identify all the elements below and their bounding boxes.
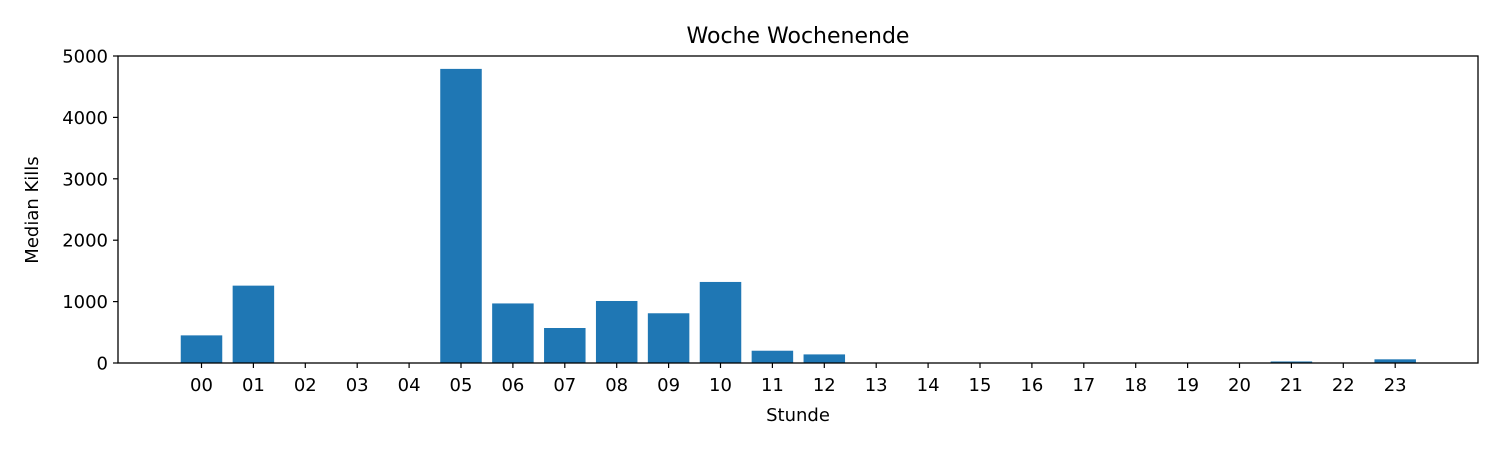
- chart-title: Woche Wochenende: [687, 24, 910, 49]
- x-tick-label: 07: [553, 375, 576, 396]
- x-tick-label: 23: [1384, 375, 1407, 396]
- bar-05: [440, 68, 482, 363]
- y-tick-label: 1000: [62, 292, 108, 313]
- x-tick-label: 01: [242, 375, 265, 396]
- x-tick-label: 05: [450, 375, 473, 396]
- x-tick-label: 18: [1124, 375, 1147, 396]
- x-tick-label: 00: [190, 375, 213, 396]
- x-tick-label: 11: [761, 375, 784, 396]
- y-tick-label: 2000: [62, 231, 108, 252]
- bar-23: [1374, 359, 1416, 363]
- bar-07: [544, 328, 586, 363]
- x-tick-label: 14: [917, 375, 940, 396]
- bar-01: [232, 285, 275, 363]
- x-tick-label: 10: [709, 375, 732, 396]
- y-tick-label: 4000: [62, 108, 108, 129]
- bar-00: [180, 335, 223, 363]
- x-tick-label: 09: [657, 375, 680, 396]
- x-tick-label: 22: [1332, 375, 1355, 396]
- x-tick-label: 03: [346, 375, 369, 396]
- x-tick-label: 15: [969, 375, 992, 396]
- bar-12: [803, 354, 846, 363]
- x-tick-label: 12: [813, 375, 836, 396]
- y-axis-ticks: 0 1000 2000 3000 4000 5000: [62, 47, 118, 375]
- bar-11: [751, 350, 794, 363]
- x-tick-label: 04: [398, 375, 421, 396]
- y-axis-label: Median Kills: [22, 156, 43, 263]
- x-tick-label: 17: [1072, 375, 1095, 396]
- bars-group: [180, 68, 1416, 363]
- x-axis-label: Stunde: [766, 405, 830, 426]
- x-tick-label: 21: [1280, 375, 1303, 396]
- x-tick-label: 13: [865, 375, 888, 396]
- y-tick-label: 0: [97, 354, 108, 375]
- plot-frame: [117, 55, 1479, 364]
- x-tick-label: 20: [1228, 375, 1251, 396]
- x-tick-label: 02: [294, 375, 317, 396]
- y-tick-label: 5000: [62, 47, 108, 68]
- x-tick-label: 06: [501, 375, 524, 396]
- bar-08: [595, 300, 638, 363]
- bar-21: [1270, 361, 1313, 363]
- bar-06: [492, 303, 534, 363]
- y-tick-label: 3000: [62, 169, 108, 190]
- x-axis-ticks: 00 01 02 03 04 05 06 07 08 09 10 11 12 13 14 15 16 17 18 19…: [190, 363, 1407, 396]
- x-tick-label: 16: [1020, 375, 1043, 396]
- x-tick-label: 08: [605, 375, 628, 396]
- x-tick-label: 19: [1176, 375, 1199, 396]
- bar-09: [647, 313, 690, 363]
- bar-10: [699, 281, 742, 363]
